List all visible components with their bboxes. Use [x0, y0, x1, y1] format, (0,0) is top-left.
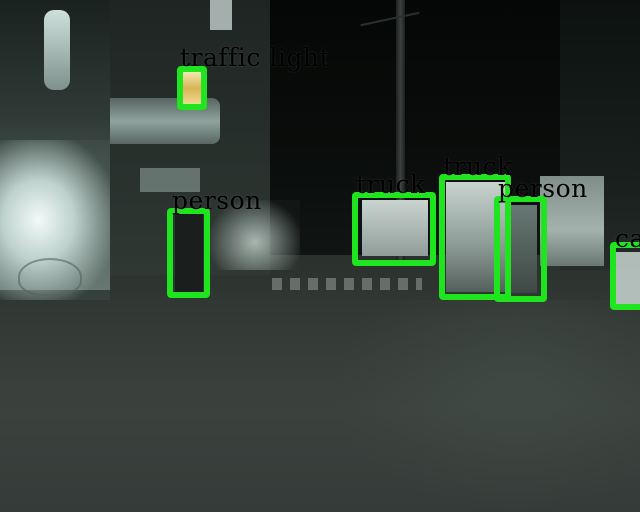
shop-glow [210, 200, 300, 270]
crosswalk [272, 278, 422, 290]
traffic-light [183, 72, 201, 104]
detection-label: car [615, 226, 640, 251]
detection-box-traffic-light [177, 66, 207, 110]
vertical-sign [44, 10, 70, 90]
detection-box-person [494, 196, 547, 302]
truck-vehicle [362, 200, 428, 256]
detection-box-car [610, 242, 640, 310]
roadside-kiosk [540, 176, 604, 266]
detection-label: traffic light [180, 43, 330, 72]
detection-box-person [167, 208, 210, 298]
detection-label: truck [443, 152, 513, 181]
pedestrian [175, 214, 203, 292]
storefront-window [140, 168, 200, 192]
rooftop-light [210, 0, 232, 30]
detection-label: truck [356, 172, 426, 197]
detection-label: person [172, 186, 262, 215]
detection-box-truck [352, 192, 436, 266]
road-light-patch [330, 300, 640, 512]
parked-bicycle [18, 258, 82, 296]
car-vehicle [616, 252, 640, 304]
utility-pole [396, 0, 405, 262]
detection-box-truck [439, 174, 511, 300]
detection-label: person [498, 174, 588, 203]
